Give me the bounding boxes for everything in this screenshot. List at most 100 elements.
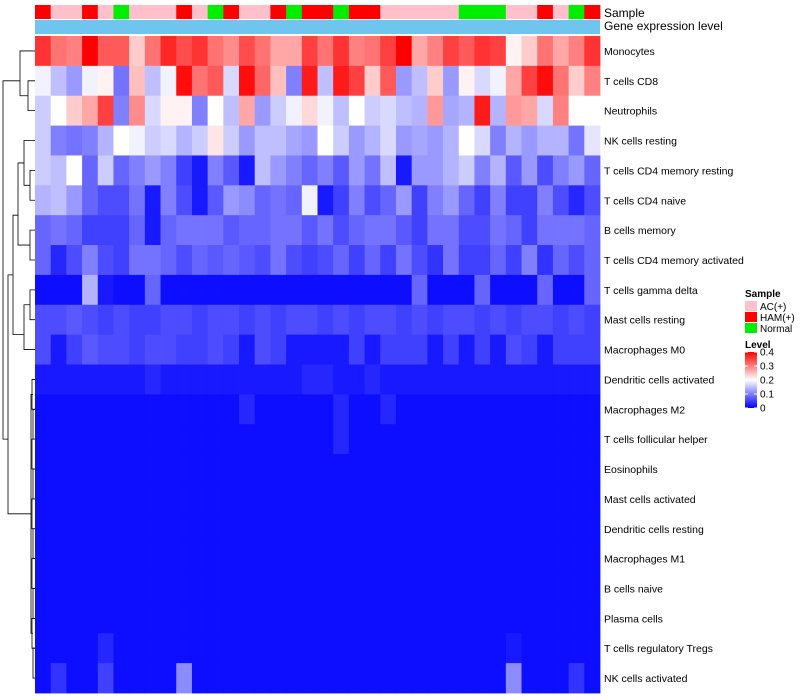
heatmap-cell [490,543,507,574]
heatmap-cell [191,334,209,365]
heatmap-cell [66,155,83,186]
sample-legend-swatch [745,323,757,333]
heatmap-cell [144,543,161,574]
heatmap-cell [82,185,99,216]
heatmap-cell [411,304,428,336]
heatmap-cell [333,364,350,395]
heatmap-cell [317,36,334,67]
heatmap-cell [568,633,585,664]
heatmap-cell [537,185,554,216]
heatmap-cell [490,483,507,515]
heatmap-cell [568,663,585,694]
heatmap-cell [176,95,193,126]
heatmap-cell [239,663,256,694]
heatmap-cell [537,424,554,455]
heatmap-cell [317,543,334,574]
sample-legend-swatch [745,312,757,322]
heatmap-cell [443,245,460,276]
heatmap-cell [191,36,209,67]
heatmap-cell [333,185,350,216]
heatmap-cell [380,633,397,664]
heatmap-cell [286,155,303,186]
heatmap-cell [458,245,475,276]
heatmap-cell [333,513,350,545]
heatmap-cell [144,513,161,545]
heatmap-cell [50,573,67,604]
heatmap-cell [317,633,334,664]
heatmap-cell [207,364,224,395]
heatmap-cell [584,304,601,336]
heatmap-cell [364,155,381,186]
heatmap-cell [191,454,209,485]
sample-legend-items: AC(+)HAM(+)Normal [745,301,795,335]
heatmap-cell [35,573,52,604]
heatmap-cell [552,573,570,604]
heatmap-cell [160,663,177,694]
heatmap-cell [443,36,460,67]
heatmap-cell [380,573,397,604]
heatmap-cell [129,65,146,97]
heatmap-cell [490,513,507,545]
heatmap-cell [223,573,240,604]
heatmap-cell [552,245,570,276]
heatmap-cell [35,394,52,425]
heatmap-cell [301,155,318,186]
heatmap-cell [270,603,287,634]
heatmap-cell [458,304,475,336]
heatmap-cell [66,603,83,634]
heatmap-cell [301,95,318,126]
heatmap-cell [317,245,334,276]
heatmap-cell [411,274,428,306]
heatmap-cell [521,513,538,545]
heatmap-cell [458,185,475,216]
heatmap-cell [552,394,570,425]
heatmap-cell [411,573,428,604]
heatmap-cell [207,185,224,216]
heatmap-cell [317,334,334,365]
heatmap-cell [144,36,161,67]
heatmap-cell [270,245,287,276]
heatmap-cell [584,215,601,246]
heatmap-cell [97,36,114,67]
heatmap-cell [129,663,146,694]
heatmap-cell [239,603,256,634]
heatmap-cell [129,95,146,126]
heatmap-cell [97,573,114,604]
heatmap-cell [207,454,224,485]
heatmap-cell [552,65,570,97]
heatmap-cell [239,424,256,455]
heatmap-cell [160,125,177,156]
heatmap-cell [191,215,209,246]
heatmap-cell [270,483,287,515]
heatmap-cell [97,215,114,246]
heatmap-cell [160,543,177,574]
heatmap-cell [395,483,413,515]
heatmap-cell [380,185,397,216]
heatmap-cell [176,543,193,574]
heatmap-cell [113,334,130,365]
heatmap-cell [395,65,413,97]
heatmap-cell [82,95,99,126]
gene-expression-annotation-bar [35,20,600,34]
heatmap-cell [364,36,381,67]
heatmap-cell [521,36,538,67]
heatmap-cell [191,364,209,395]
heatmap-cell [35,513,52,545]
heatmap-cell [474,304,491,336]
sample-annotation-cell [144,5,161,19]
heatmap-cell [348,185,365,216]
heatmap-cell [395,573,413,604]
heatmap-cell [223,483,240,515]
dendrogram-branch [17,162,30,246]
dendrogram-branch [19,50,35,97]
heatmap-cell [191,95,209,126]
heatmap-cell [348,543,365,574]
heatmap-cell [505,155,522,186]
heatmap-cell [364,304,381,336]
heatmap-cell [395,603,413,634]
heatmap-cell [427,125,444,156]
heatmap-cell [66,394,83,425]
sample-annotation-cell [395,5,413,19]
heatmap-cell [35,274,52,306]
